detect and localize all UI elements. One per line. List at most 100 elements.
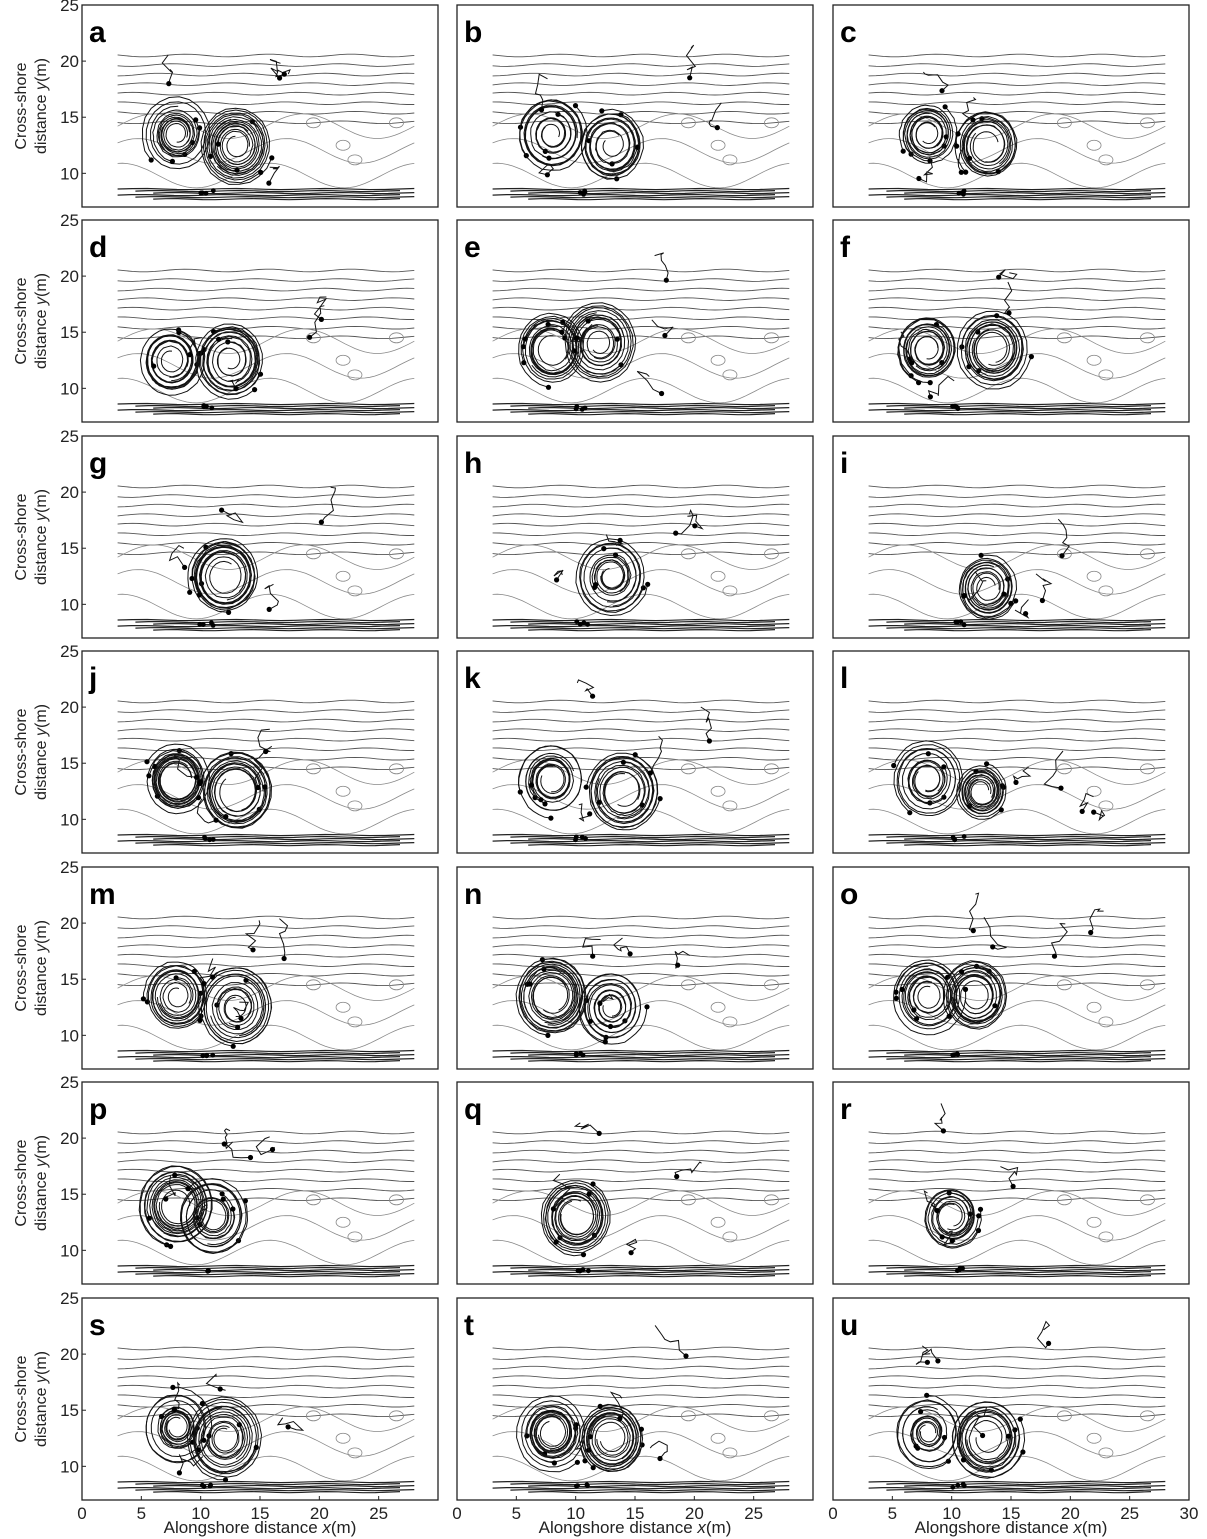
panel-letter: g — [89, 447, 107, 480]
y-label-unit: (m) — [33, 1135, 50, 1159]
drifter-position — [587, 1018, 594, 1024]
closed-contour — [347, 1231, 363, 1243]
bathymetry-contour — [868, 1356, 1166, 1360]
closed-contour — [1140, 1410, 1155, 1422]
drifter-position — [976, 1213, 982, 1219]
drifter-track — [161, 54, 174, 84]
closed-contour — [1086, 1432, 1102, 1444]
drifter-position — [557, 1235, 563, 1241]
drifter-position — [545, 1032, 551, 1038]
bathymetry-contour — [117, 1159, 415, 1163]
shoreline-contour — [904, 406, 1166, 410]
bathymetry-contour — [868, 306, 1166, 311]
y-label-line1: Cross-shore — [13, 924, 30, 1011]
closed-contour — [305, 1410, 321, 1422]
drifter-track — [155, 1184, 198, 1231]
shoreline-contour — [153, 1059, 401, 1063]
bathymetry-contour — [492, 709, 790, 713]
drifter-position — [687, 75, 693, 81]
drifter-position — [205, 1268, 211, 1274]
rip-contour — [868, 759, 1166, 785]
y-label-line1: Cross-shore — [13, 1355, 30, 1442]
shoreline-contour — [528, 1490, 776, 1494]
drifter-position — [941, 764, 947, 770]
shoreline-contour — [510, 1488, 790, 1492]
drifter-track — [156, 113, 201, 158]
x-axis-label: Alongshore distance x(m) — [915, 1518, 1108, 1537]
closed-contour — [1086, 570, 1102, 582]
shoreline-contour — [868, 187, 1166, 191]
y-axis-label: Cross-shore distance y(m) — [13, 1351, 50, 1447]
panel-frame — [832, 219, 1190, 423]
shoreline-contour — [135, 1266, 401, 1270]
bathymetry-contour — [868, 709, 1166, 713]
drifter-track — [198, 327, 261, 396]
drifter-position — [230, 1206, 236, 1212]
drifter-position — [959, 344, 965, 350]
drifter-position — [201, 1437, 207, 1443]
drifter-track — [138, 1165, 213, 1247]
shoreline-contour — [528, 406, 790, 410]
panel-letter: t — [464, 1309, 474, 1342]
bathymetry-contour — [868, 513, 1166, 517]
shoreline-contour — [492, 187, 790, 191]
bathymetry-contour — [117, 541, 415, 546]
drifter-position — [607, 1023, 614, 1030]
closed-contour — [1098, 800, 1114, 812]
x-label-unit: (m) — [331, 1518, 356, 1537]
y-tick-label: 20 — [60, 1129, 79, 1148]
shoreline-contour — [135, 835, 401, 839]
drifter-track — [901, 968, 952, 1021]
shoreline-contour — [510, 1057, 790, 1061]
drifter-position — [200, 622, 206, 627]
drifter-position — [281, 71, 287, 77]
shoreline-contour — [135, 1051, 401, 1055]
drifter-position — [913, 1443, 919, 1449]
x-axis-label: Alongshore distance x(m) — [164, 1518, 357, 1537]
drifter-track — [636, 370, 662, 394]
drifter-position — [659, 390, 665, 397]
bathymetry-contour — [868, 1178, 1166, 1182]
y-label-word: distance — [33, 90, 50, 154]
drifter-position — [195, 795, 202, 801]
shoreline-contour — [510, 620, 776, 624]
drifter-track — [195, 1408, 251, 1466]
drifter-position — [945, 974, 951, 980]
shoreline-contour — [135, 841, 415, 845]
drifter-track — [160, 1409, 195, 1448]
panel-frame — [81, 866, 439, 1070]
panel-k: k — [456, 650, 814, 854]
drifter-position — [219, 1191, 225, 1197]
y-tick-label: 20 — [60, 698, 79, 717]
shoreline-contour — [868, 1486, 1152, 1490]
bathymetry-contour — [492, 737, 790, 742]
x-label-text: Alongshore distance — [915, 1518, 1074, 1537]
x-axis-label: Alongshore distance x(m) — [539, 1518, 732, 1537]
shoreline-contour — [510, 841, 790, 845]
drifter-track — [575, 538, 649, 617]
drifter-track — [909, 976, 945, 1014]
bathymetry-contour — [868, 1149, 1166, 1154]
bathymetry-contour — [492, 91, 790, 96]
drifter-position — [966, 364, 972, 370]
drifter-position — [617, 537, 623, 544]
bathymetry-contour — [868, 1384, 1166, 1389]
x-label-text: Alongshore distance — [539, 1518, 698, 1537]
x-tick-label: 5 — [137, 1504, 146, 1523]
closed-contour — [335, 1216, 351, 1228]
shoreline-contour — [153, 406, 415, 410]
drifter-position — [583, 836, 588, 841]
bathymetry-contour — [117, 718, 415, 723]
drifter-track — [154, 753, 201, 806]
closed-contour — [347, 585, 363, 597]
bathymetry-contour — [868, 1140, 1166, 1144]
drifter-position — [586, 1268, 591, 1274]
drifter-track — [320, 486, 336, 523]
bathymetry-contour — [492, 728, 790, 732]
drifter-position — [596, 1130, 602, 1136]
y-label-word: distance — [33, 952, 50, 1016]
bathymetry-contour — [492, 1413, 790, 1418]
bathymetry-contour — [117, 101, 415, 105]
shoreline-contour — [117, 408, 401, 412]
drifter-track — [904, 972, 949, 1020]
